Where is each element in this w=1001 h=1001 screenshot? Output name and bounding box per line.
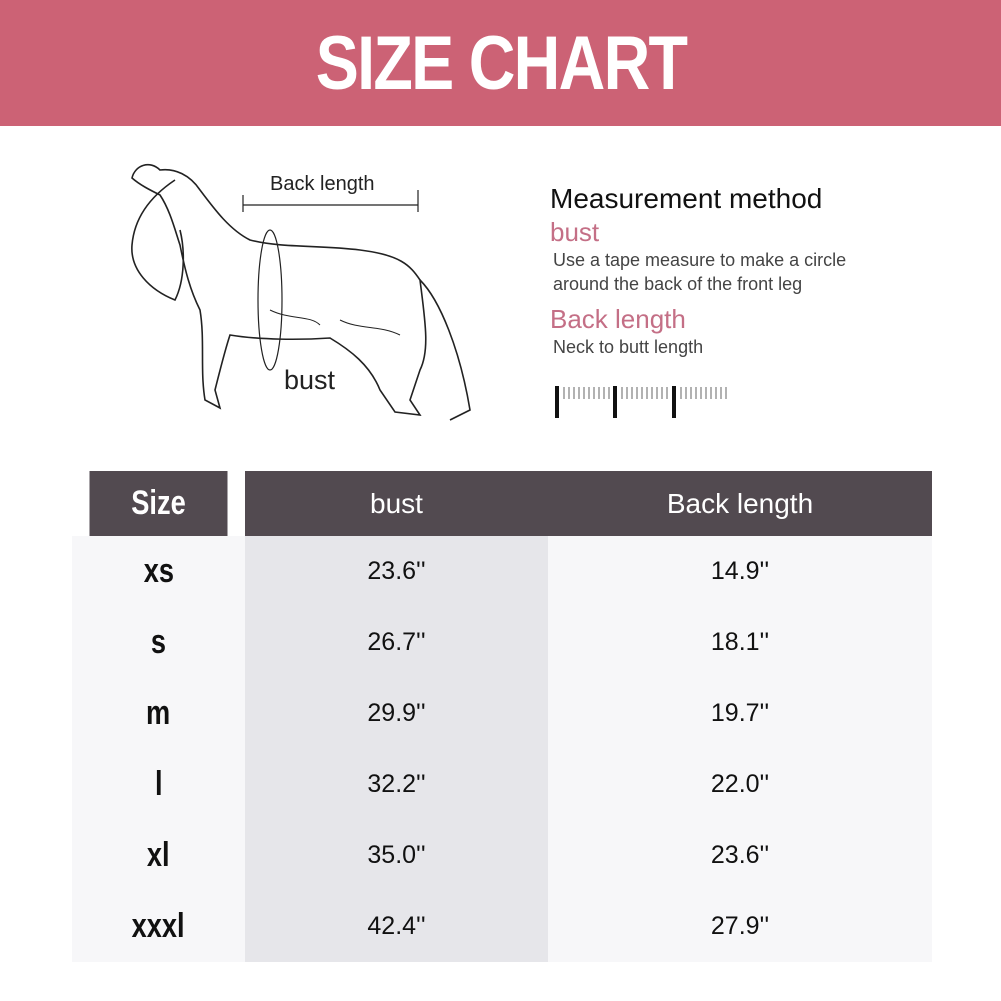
measurement-method: Measurement method bust Use a tape measu… (550, 183, 846, 359)
table-header: Size bust Back length (72, 471, 932, 536)
table-row: xxxl 42.4'' 27.9'' (72, 891, 932, 962)
size-cell: xs (143, 552, 174, 590)
page-title: SIZE CHART (315, 20, 687, 106)
bust-desc-line2: around the back of the front leg (553, 274, 803, 294)
title-banner: SIZE CHART (0, 0, 1001, 126)
table-row: s 26.7'' 18.1'' (72, 607, 932, 678)
back-length-cell: 22.0'' (548, 749, 932, 820)
size-table: Size bust Back length xs 23.6'' 14.9'' s 26… (72, 471, 932, 962)
size-cell: l (154, 765, 163, 803)
header-back-length: Back length (548, 471, 932, 536)
bust-cell: 26.7'' (245, 607, 548, 678)
table-row: xs 23.6'' 14.9'' (72, 536, 932, 607)
header-bust: bust (245, 471, 548, 536)
size-cell: xxxl (132, 907, 185, 945)
bust-heading: bust (550, 217, 600, 247)
header-size: Size (89, 471, 228, 536)
bust-cell: 32.2'' (245, 749, 548, 820)
table-row: l 32.2'' 22.0'' (72, 749, 932, 820)
bust-cell: 29.9'' (245, 678, 548, 749)
size-cell: m (146, 694, 171, 732)
back-length-heading: Back length (550, 304, 686, 334)
bust-cell: 42.4'' (245, 891, 548, 962)
back-length-cell: 14.9'' (548, 536, 932, 607)
back-length-cell: 19.7'' (548, 678, 932, 749)
dog-illustration (131, 163, 471, 421)
table-row: m 29.9'' 19.7'' (72, 678, 932, 749)
size-cell: xl (147, 836, 170, 874)
tape-measure-icon (555, 386, 727, 418)
back-length-cell: 27.9'' (548, 891, 932, 962)
size-cell: s (150, 623, 167, 661)
bust-desc-line1: Use a tape measure to make a circle (553, 250, 847, 270)
bust-cell: 35.0'' (245, 820, 548, 891)
bust-cell: 23.6'' (245, 536, 548, 607)
table-row: xl 35.0'' 23.6'' (72, 820, 932, 891)
bust-label: bust (284, 365, 336, 395)
back-length-cell: 23.6'' (548, 820, 932, 891)
back-length-desc: Neck to butt length (553, 337, 704, 357)
method-title: Measurement method (550, 183, 823, 214)
back-length-label: Back length (270, 173, 375, 195)
back-length-cell: 18.1'' (548, 607, 932, 678)
